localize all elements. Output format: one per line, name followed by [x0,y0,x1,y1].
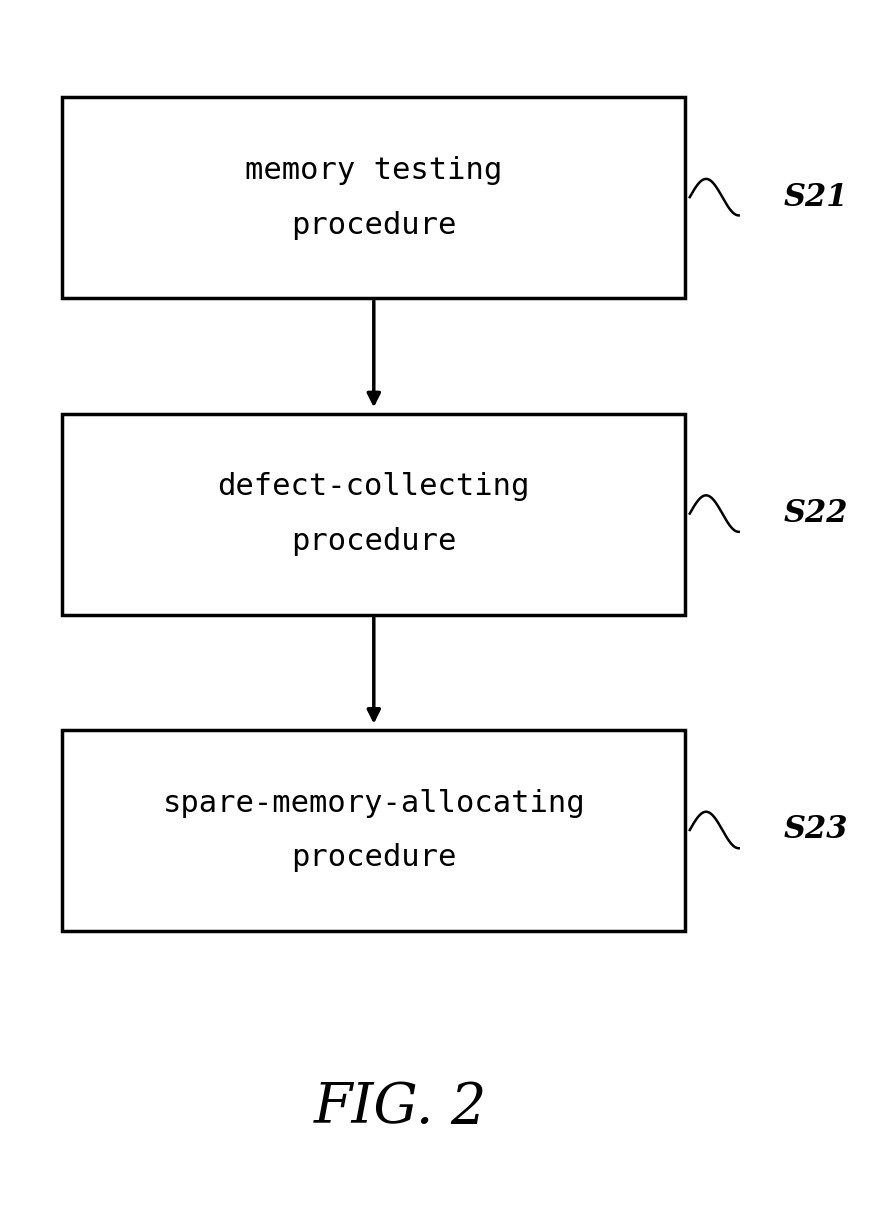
Text: procedure: procedure [291,211,457,240]
FancyBboxPatch shape [62,730,685,931]
Text: S23: S23 [783,814,847,846]
Text: procedure: procedure [291,527,457,556]
FancyBboxPatch shape [62,414,685,615]
Text: FIG. 2: FIG. 2 [314,1081,487,1134]
Text: memory testing: memory testing [245,156,503,185]
Text: defect-collecting: defect-collecting [218,472,530,501]
Text: S22: S22 [783,498,847,529]
Text: spare-memory-allocating: spare-memory-allocating [163,789,585,818]
Text: procedure: procedure [291,843,457,873]
FancyBboxPatch shape [62,97,685,298]
Text: S21: S21 [783,181,847,213]
